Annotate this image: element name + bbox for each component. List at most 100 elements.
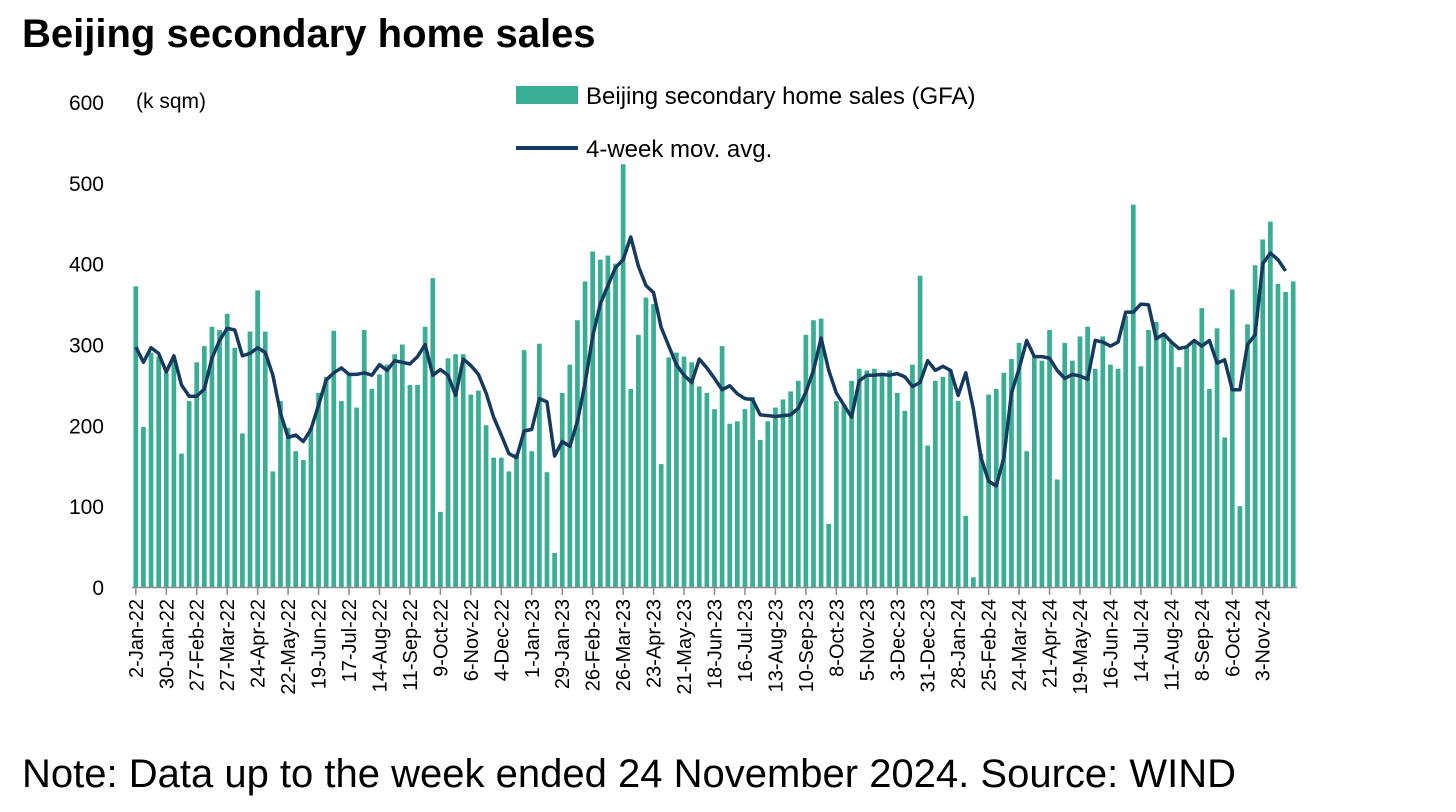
x-tick-label: 11-Aug-24 bbox=[1161, 599, 1183, 691]
bar bbox=[826, 523, 832, 587]
x-tick-label: 11-Sep-22 bbox=[400, 599, 422, 691]
bar bbox=[201, 346, 207, 587]
legend-bar-swatch bbox=[516, 86, 578, 104]
x-tick-label: 27-Feb-22 bbox=[187, 599, 209, 691]
bar bbox=[940, 376, 946, 587]
bar bbox=[422, 326, 428, 587]
bar bbox=[1123, 316, 1129, 587]
bar bbox=[674, 352, 679, 587]
bar bbox=[917, 275, 923, 587]
y-unit-label: (k sqm) bbox=[136, 90, 206, 113]
bar bbox=[727, 423, 733, 587]
bar bbox=[1100, 336, 1106, 587]
bar bbox=[651, 304, 656, 587]
bar bbox=[529, 451, 535, 587]
bar bbox=[712, 409, 717, 587]
bar bbox=[1085, 326, 1090, 587]
bar bbox=[407, 384, 413, 587]
bar bbox=[1245, 324, 1250, 587]
line-series bbox=[134, 235, 1288, 488]
bar bbox=[1138, 366, 1144, 587]
bar bbox=[734, 421, 740, 587]
bar bbox=[498, 457, 504, 587]
bar bbox=[1092, 368, 1098, 587]
x-tick-label: 2-Jan-22 bbox=[126, 599, 148, 678]
bar bbox=[681, 356, 687, 588]
bar bbox=[1130, 204, 1136, 587]
x-tick-label: 24-Apr-22 bbox=[248, 599, 270, 688]
bar bbox=[1115, 368, 1121, 587]
x-tick-label: 8-Sep-24 bbox=[1192, 599, 1214, 681]
bar bbox=[148, 352, 154, 587]
bar bbox=[240, 433, 245, 587]
x-tick-label: 21-Apr-24 bbox=[1040, 599, 1062, 688]
x-tick-label: 18-Jun-23 bbox=[705, 599, 727, 689]
bar bbox=[1169, 342, 1174, 587]
bar bbox=[293, 451, 299, 587]
bar bbox=[1207, 388, 1212, 587]
bar bbox=[445, 358, 451, 587]
x-tick-label: 21-May-23 bbox=[674, 599, 696, 695]
bar bbox=[262, 331, 268, 587]
bar bbox=[521, 350, 527, 587]
bar bbox=[582, 281, 588, 587]
x-tick-label: 14-Jul-24 bbox=[1131, 599, 1153, 682]
x-tick-label: 31-Dec-23 bbox=[918, 599, 940, 692]
bar bbox=[209, 326, 215, 587]
bar bbox=[1283, 291, 1288, 587]
bar bbox=[1252, 265, 1258, 587]
x-tick-label: 26-Feb-23 bbox=[583, 599, 605, 691]
bar bbox=[1062, 342, 1068, 587]
bar bbox=[1176, 367, 1182, 587]
bar bbox=[491, 457, 497, 587]
bar bbox=[986, 394, 991, 587]
bar bbox=[430, 278, 436, 587]
x-tick-label: 6-Nov-22 bbox=[461, 599, 483, 681]
bar bbox=[1070, 360, 1075, 587]
bar bbox=[818, 318, 824, 587]
bar bbox=[773, 407, 778, 587]
bar bbox=[1009, 359, 1014, 587]
bar bbox=[339, 401, 344, 587]
bar bbox=[910, 364, 915, 587]
x-tick-label: 28-Jan-24 bbox=[948, 599, 970, 689]
x-tick-label: 1-Jan-23 bbox=[522, 599, 544, 678]
y-tick-label: 600 bbox=[69, 92, 104, 115]
bar bbox=[468, 394, 474, 587]
bar bbox=[879, 375, 885, 587]
bar bbox=[765, 421, 771, 587]
bar bbox=[849, 380, 854, 588]
bar bbox=[613, 263, 618, 587]
legend-bar-label: Beijing secondary home sales (GFA) bbox=[586, 83, 976, 110]
bar bbox=[544, 472, 550, 587]
x-tick-label: 8-Oct-23 bbox=[826, 599, 848, 677]
bar bbox=[795, 380, 801, 588]
bar bbox=[636, 334, 641, 587]
bar bbox=[666, 357, 672, 587]
bar bbox=[948, 370, 953, 587]
x-tick-label: 22-May-22 bbox=[278, 599, 300, 695]
bar bbox=[971, 577, 976, 587]
bar bbox=[902, 410, 908, 587]
y-tick-label: 200 bbox=[69, 415, 104, 438]
bar-series bbox=[133, 164, 1296, 588]
bar bbox=[141, 426, 146, 587]
bar bbox=[1001, 372, 1007, 587]
bar bbox=[194, 362, 200, 587]
bar bbox=[597, 259, 603, 588]
bar bbox=[788, 391, 793, 587]
bar bbox=[232, 347, 238, 587]
bar bbox=[133, 286, 139, 587]
x-tick-label: 23-Apr-23 bbox=[644, 599, 666, 688]
bar bbox=[438, 511, 443, 587]
bar bbox=[1237, 506, 1243, 587]
bar bbox=[1108, 364, 1113, 587]
bar bbox=[300, 460, 306, 587]
bar bbox=[833, 401, 839, 587]
bar bbox=[247, 331, 253, 587]
bar bbox=[856, 368, 862, 587]
y-tick-label: 100 bbox=[69, 496, 104, 519]
x-tick-label: 17-Jul-22 bbox=[339, 599, 361, 682]
bar bbox=[567, 364, 573, 587]
